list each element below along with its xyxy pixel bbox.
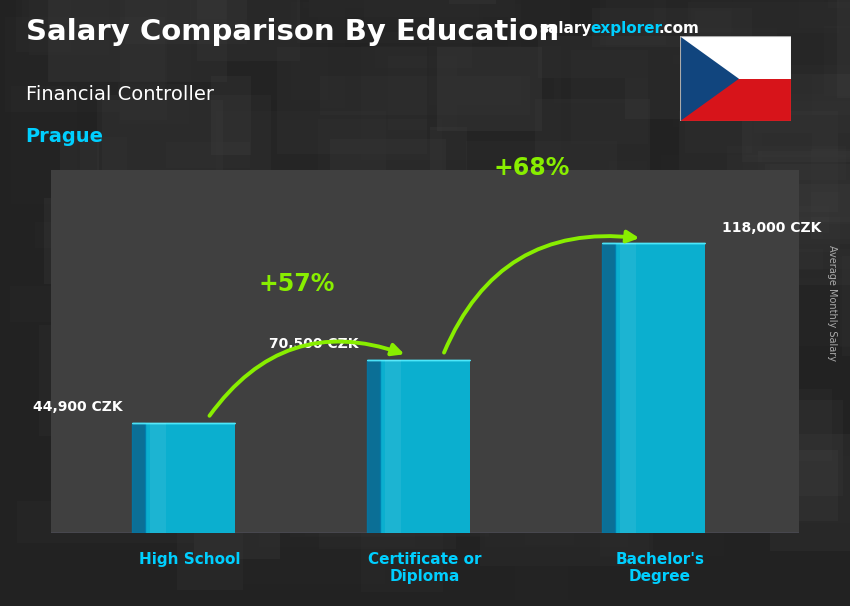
Text: 118,000 CZK: 118,000 CZK (722, 221, 821, 235)
Text: 70,500 CZK: 70,500 CZK (269, 338, 358, 351)
Bar (51, 170, 799, 533)
Bar (615, 244, 705, 533)
Polygon shape (602, 244, 615, 533)
Text: salary: salary (540, 21, 592, 36)
Bar (380, 360, 470, 533)
Text: .com: .com (659, 21, 700, 36)
Text: Salary Comparison By Education: Salary Comparison By Education (26, 18, 558, 46)
Text: Average Monthly Salary: Average Monthly Salary (827, 245, 837, 361)
Text: Financial Controller: Financial Controller (26, 85, 213, 104)
Bar (150, 423, 166, 533)
Polygon shape (680, 36, 739, 121)
Polygon shape (366, 360, 380, 533)
Text: +57%: +57% (258, 272, 335, 296)
Text: 44,900 CZK: 44,900 CZK (33, 401, 123, 415)
Text: Prague: Prague (26, 127, 104, 146)
Text: explorer: explorer (591, 21, 663, 36)
Bar (680, 79, 790, 121)
Bar (145, 423, 235, 533)
Text: +68%: +68% (494, 156, 570, 179)
Bar (680, 36, 790, 79)
Polygon shape (132, 423, 145, 533)
Bar (384, 360, 400, 533)
Bar (620, 244, 636, 533)
